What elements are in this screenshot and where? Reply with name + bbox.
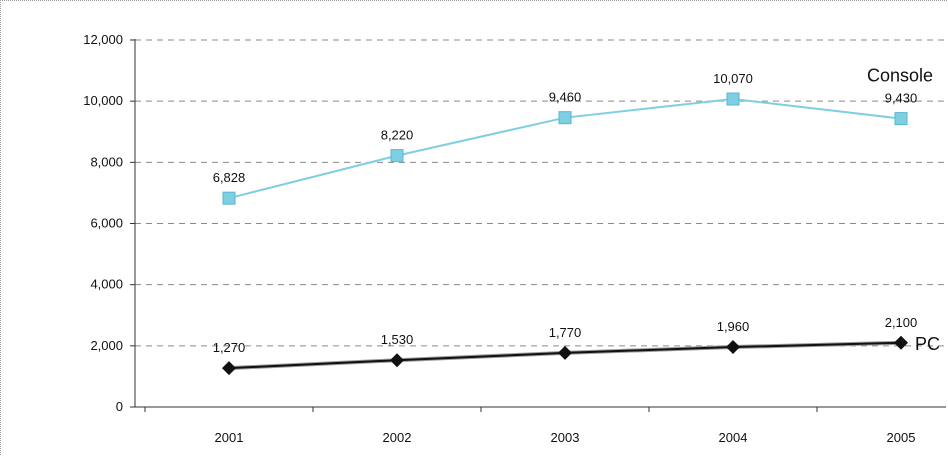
console-point	[726, 92, 740, 106]
x-tick-label: 2002	[383, 430, 412, 445]
y-tick-label: 4,000	[90, 277, 123, 292]
x-tick-label: 2005	[887, 430, 916, 445]
y-tick-label: 6,000	[90, 216, 123, 231]
pc-point	[390, 353, 404, 368]
pc-point	[222, 361, 236, 376]
pc-data-label: 2,100	[885, 315, 918, 330]
console-point	[390, 149, 404, 163]
console-series-name: Console	[867, 66, 933, 86]
console-data-label: 10,070	[713, 71, 753, 86]
x-tick-label: 2001	[215, 430, 244, 445]
pc-data-label: 1,770	[549, 325, 582, 340]
y-tick-label: 0	[116, 399, 123, 414]
pc-data-label: 1,270	[213, 340, 246, 355]
pc-data-label: 1,530	[381, 332, 414, 347]
console-data-label: 8,220	[381, 128, 414, 143]
y-tick-label: 8,000	[90, 154, 123, 169]
y-tick-label: 2,000	[90, 338, 123, 353]
x-tick-label: 2003	[551, 430, 580, 445]
console-point	[558, 111, 572, 125]
console-data-label: 6,828	[213, 170, 246, 185]
pc-data-label: 1,960	[717, 319, 750, 334]
pc-point	[894, 335, 908, 350]
pc-point	[558, 345, 572, 360]
console-point	[894, 112, 908, 126]
y-tick-label: 12,000	[83, 32, 123, 47]
y-tick-label: 10,000	[83, 93, 123, 108]
pc-point	[726, 340, 740, 355]
console-data-label: 9,430	[885, 91, 918, 106]
x-tick-label: 2004	[719, 430, 748, 445]
console-point	[222, 191, 236, 205]
console-data-label: 9,460	[549, 90, 582, 105]
pc-series-name: PC	[915, 334, 940, 354]
